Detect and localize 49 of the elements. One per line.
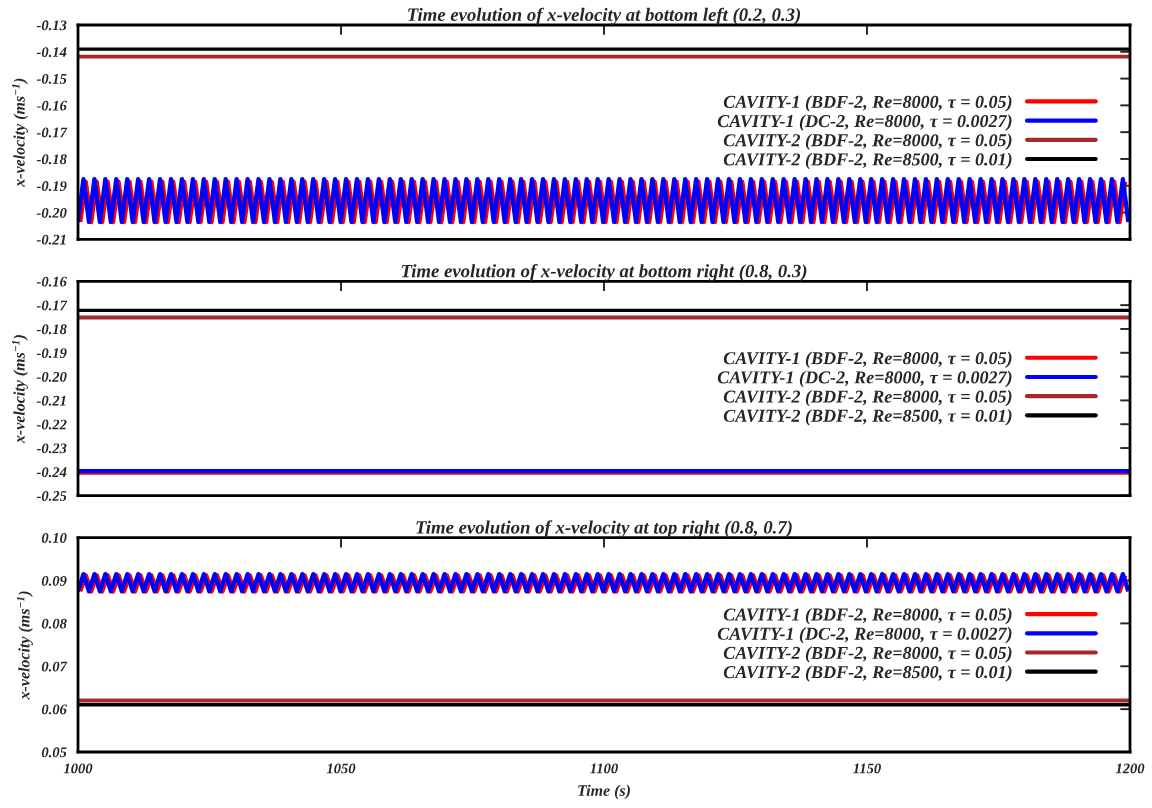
y-tick-label: -0.13	[36, 20, 67, 31]
legend-label: CAVITY-1 (BDF-2, Re=8000, τ = 0.05)	[723, 607, 1012, 625]
y-tick-label: 0.05	[41, 747, 67, 758]
y-tick-label: -0.19	[36, 348, 67, 359]
y-tick-label: 0.10	[41, 533, 67, 543]
y-tick-label: -0.17	[36, 127, 68, 138]
x-tick-label: 1100	[590, 763, 618, 774]
legend-label: CAVITY-1 (BDF-2, Re=8000, τ = 0.05)	[723, 95, 1012, 112]
y-tick-label: -0.18	[36, 154, 67, 165]
y-tick-label: -0.22	[36, 419, 67, 430]
y-axis-title: x-velocity (ms$^{−1}$)	[12, 335, 29, 444]
x-axis-title: Time (s)	[578, 784, 630, 800]
legend-label: CAVITY-2 (BDF-2, Re=8000, τ = 0.05)	[723, 389, 1012, 407]
y-tick-label: -0.20	[36, 207, 67, 218]
y-tick-label: -0.21	[36, 395, 66, 406]
y-tick-label: -0.25	[36, 491, 67, 501]
y-tick-label: -0.17	[36, 300, 68, 311]
y-tick-label: -0.23	[36, 443, 67, 454]
legend-label: CAVITY-2 (BDF-2, Re=8500, τ = 0.01)	[723, 409, 1012, 426]
y-tick-label: -0.19	[36, 181, 67, 192]
x-tick-label: 1050	[326, 763, 356, 774]
chart-title: Time evolution of x-velocity at bottom right (0.8, 0.3)	[401, 263, 807, 282]
x-tick-label: 1150	[853, 763, 881, 774]
y-tick-label: -0.16	[36, 100, 67, 111]
y-tick-label: -0.21	[36, 234, 66, 245]
y-tick-label: -0.24	[36, 467, 67, 478]
legend-label: CAVITY-2 (BDF-2, Re=8000, τ = 0.05)	[723, 133, 1012, 150]
y-tick-label: -0.14	[36, 47, 67, 58]
legend-label: CAVITY-1 (DC-2, Re=8000, τ = 0.0027)	[717, 114, 1012, 131]
y-tick-label: 0.07	[41, 661, 68, 672]
y-axis-title: x-velocity (ms$^{−1}$)	[16, 591, 33, 700]
y-axis-title: x-velocity (ms$^{−1}$)	[12, 78, 29, 187]
legend-label: CAVITY-1 (BDF-2, Re=8000, τ = 0.05)	[723, 351, 1012, 368]
y-tick-label: -0.18	[36, 324, 67, 335]
y-tick-label: 0.08	[41, 618, 67, 629]
legend-label: CAVITY-1 (DC-2, Re=8000, τ = 0.0027)	[717, 370, 1012, 388]
y-tick-label: -0.16	[36, 276, 67, 287]
y-tick-label: -0.20	[36, 371, 67, 382]
y-tick-label: 0.09	[41, 575, 67, 586]
legend-label: CAVITY-2 (BDF-2, Re=8500, τ = 0.01)	[723, 152, 1012, 170]
legend-label: CAVITY-2 (BDF-2, Re=8000, τ = 0.05)	[723, 646, 1012, 663]
legend-label: CAVITY-1 (DC-2, Re=8000, τ = 0.0027)	[717, 627, 1012, 644]
x-tick-label: 1200	[1115, 763, 1145, 774]
chart-title: Time evolution of x-velocity at top right (0.8, 0.7)	[416, 520, 792, 538]
y-tick-label: -0.15	[36, 73, 67, 84]
legend-label: CAVITY-2 (BDF-2, Re=8500, τ = 0.01)	[723, 665, 1012, 682]
x-tick-label: 1000	[63, 763, 93, 774]
chart-title: Time evolution of x-velocity at bottom left (0.2, 0.3)	[408, 7, 801, 25]
y-tick-label: 0.06	[41, 704, 67, 715]
